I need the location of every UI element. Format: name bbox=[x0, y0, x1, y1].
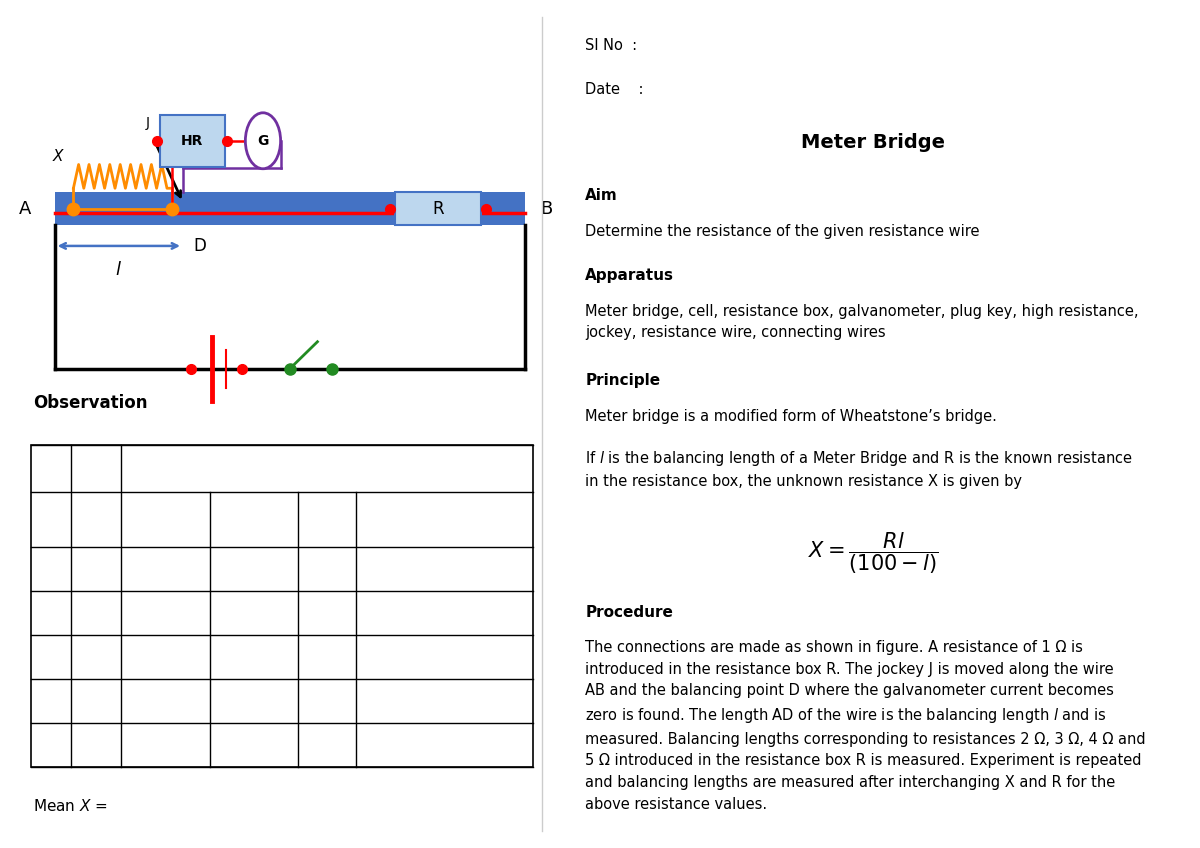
Text: Apparatus: Apparatus bbox=[586, 268, 674, 283]
Text: Principle: Principle bbox=[586, 373, 660, 388]
Circle shape bbox=[245, 113, 281, 169]
Text: After
Interchange: After Interchange bbox=[218, 505, 289, 534]
FancyBboxPatch shape bbox=[160, 115, 224, 166]
Text: Date    :: Date : bbox=[586, 82, 643, 98]
Text: 3: 3 bbox=[91, 650, 101, 664]
Text: X: X bbox=[53, 148, 62, 164]
Text: The connections are made as shown in figure. A resistance of 1 Ω is
introduced i: The connections are made as shown in fig… bbox=[586, 640, 1146, 812]
Text: J: J bbox=[146, 116, 150, 130]
Text: 5: 5 bbox=[91, 739, 101, 752]
Text: 1: 1 bbox=[47, 562, 55, 576]
Text: Sl
No: Sl No bbox=[42, 481, 59, 511]
Text: Procedure: Procedure bbox=[586, 605, 673, 620]
Text: $X = \dfrac{Rl}{(100 - l)}$: $X = \dfrac{Rl}{(100 - l)}$ bbox=[808, 530, 938, 576]
Text: $l$: $l$ bbox=[115, 260, 122, 279]
Text: Meter Bridge: Meter Bridge bbox=[802, 133, 946, 152]
Text: 4: 4 bbox=[47, 695, 55, 708]
Text: B: B bbox=[540, 199, 552, 218]
Text: 2: 2 bbox=[47, 606, 55, 620]
Text: Mean $X$ =: Mean $X$ = bbox=[34, 798, 108, 813]
Text: R: R bbox=[432, 199, 444, 218]
Text: Determine the resistance of the given resistance wire: Determine the resistance of the given re… bbox=[586, 224, 979, 239]
Text: Observation: Observation bbox=[34, 393, 148, 412]
Bar bbox=[55, 192, 524, 225]
Text: D: D bbox=[193, 237, 206, 255]
Text: Meter bridge is a modified form of Wheatstone’s bridge.: Meter bridge is a modified form of Wheat… bbox=[586, 409, 997, 424]
Text: $R$ Ω: $R$ Ω bbox=[84, 489, 108, 503]
FancyBboxPatch shape bbox=[395, 192, 481, 225]
Text: If $l$ is the balancing length of a Meter Bridge and R is the known resistance
i: If $l$ is the balancing length of a Mete… bbox=[586, 449, 1133, 489]
Text: HR: HR bbox=[181, 134, 204, 148]
Text: Mean: Mean bbox=[310, 513, 344, 526]
Text: A: A bbox=[19, 199, 31, 218]
Text: X=$\dfrac{Rl}{(100-l)}$: X=$\dfrac{Rl}{(100-l)}$ bbox=[410, 482, 479, 510]
Text: 4: 4 bbox=[91, 695, 101, 708]
Text: 2: 2 bbox=[91, 606, 101, 620]
Text: Sl No  :: Sl No : bbox=[586, 38, 637, 53]
Text: Balancing length $l$: Balancing length $l$ bbox=[181, 460, 296, 477]
Text: Meter bridge, cell, resistance box, galvanometer, plug key, high resistance,
joc: Meter bridge, cell, resistance box, galv… bbox=[586, 304, 1139, 339]
Text: Aim: Aim bbox=[586, 188, 618, 204]
Text: 3: 3 bbox=[47, 650, 55, 664]
Bar bbox=[31, 445, 533, 767]
Text: 1: 1 bbox=[91, 562, 101, 576]
Text: G: G bbox=[257, 134, 269, 148]
Text: Before
Interchange: Before Interchange bbox=[130, 505, 202, 534]
Text: 5: 5 bbox=[47, 739, 55, 752]
